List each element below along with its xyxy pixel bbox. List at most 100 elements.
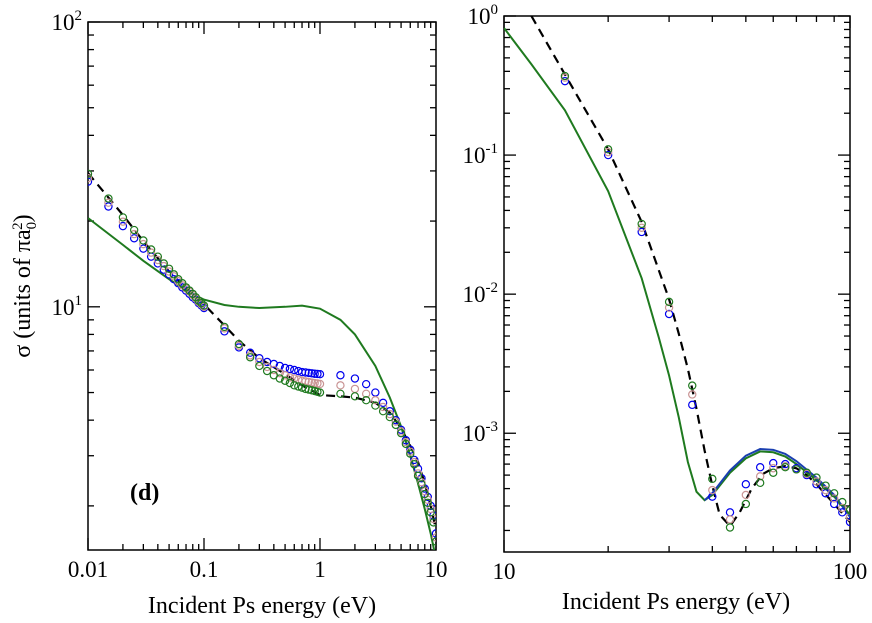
left-series-4-point [275,374,284,383]
right-series-3-point [603,150,613,160]
left-series-3-point [361,389,371,398]
left-series-4-point [280,376,290,385]
left-series-3-point [413,469,423,478]
left-series-3-point [164,267,174,276]
right-series-3-point [769,458,778,468]
left-series-4-point [118,213,128,222]
left-series-2-point [118,221,128,231]
right-series-3-point [741,480,751,489]
left-series-2-point [350,374,360,383]
left-series-4-point [417,480,426,489]
right-series-5-point [725,523,735,532]
left-series-4-point [294,382,303,391]
right-series-5-point [664,297,674,307]
left-series-2-point [307,369,317,378]
y-axis-title-subscript: 0 [24,222,40,230]
right-series-4-point [664,303,674,312]
left-series-2-point [285,364,295,374]
right-series-4-point [725,515,735,524]
left-series-4-point [423,498,433,508]
left-series-4-point [153,252,163,261]
left-series-4-point [164,264,174,273]
left-series-2-point [220,327,229,336]
left-series-4-point [396,428,406,438]
right-series-3-point [755,463,765,472]
left-x-tick-label: 0.01 [68,557,108,582]
left-axis-ticks [87,21,437,550]
right-series-0-dashed-line [530,16,850,528]
right-series-3-point [838,508,847,517]
right-series-4-point [637,223,646,232]
left-series-4-point [88,169,93,179]
right-series-5-point [708,474,717,484]
left-series-2-point [431,529,436,538]
right-series-5-point [688,381,697,390]
left-series-4-point [104,194,113,203]
right-series-5-point [741,499,751,509]
left-series-2-point [129,234,139,243]
left-series-0-dashed-line [88,172,436,530]
right-series-4-point [812,477,821,486]
right-y-tick-label: 10-3 [463,419,499,446]
left-x-axis-title: Incident Ps energy (eV) [148,593,376,619]
left-series-4-point [336,389,345,398]
right-series-5-point [802,468,811,477]
left-plot-frame [87,21,437,551]
left-series-3-point [255,357,264,367]
y-axis-title-close: ) [10,214,36,222]
right-series-group [504,16,850,532]
right-series-5-point [781,463,790,472]
left-series-4-point [220,322,229,332]
left-series-2-point [104,202,113,211]
left-series-4-point [406,449,415,458]
right-series-5-point [838,497,847,507]
left-tick-labels: 0.01 0.1 1 10 101 102 [52,8,448,582]
right-series-3-point [829,499,839,509]
left-series-3-point [371,396,380,405]
left-series-3-point [336,381,345,390]
y-axis-title-symbol: σ [10,345,36,358]
left-series-3-point [410,457,419,467]
right-series-5-point [792,465,801,474]
left-series-4-point [146,245,156,254]
right-panel: 10 100 10-3 10-2 10-1 100 Incident Ps energy … [463,2,868,615]
left-series-2-point [269,359,279,369]
right-series-4-point [755,472,765,481]
left-series-3-point [431,533,436,542]
left-series-1-solid-line [88,217,436,550]
right-series-5-point [637,219,646,229]
right-series-5-point [769,468,778,477]
y-axis-title-text: (units of πa [10,229,36,345]
left-series-4-point [285,378,295,388]
left-series-3-point [104,198,113,207]
left-series-3-point [118,217,128,226]
left-series-4-point [199,301,209,310]
left-series-4-point [262,366,272,376]
right-series-5-point [845,505,850,515]
left-series-4-point [245,353,255,362]
left-series-4-point [129,225,139,235]
right-series-5-point [755,478,765,488]
left-series-2-point [378,398,388,408]
left-series-4-point [361,396,371,405]
left-series-2-point [159,265,168,274]
right-axis-ticks [503,15,851,552]
left-series-3-point [262,362,272,372]
right-series-1-solid-line [504,27,850,516]
left-series-4-point [255,361,264,371]
left-series-3-point [378,402,388,412]
left-series-4-point [301,384,310,394]
left-y-tick-label: 102 [52,8,83,35]
left-series-2-point [164,270,174,279]
left-series-2-point [304,368,313,378]
left-series-2-point [371,388,380,397]
left-series-4-point [159,259,168,268]
right-series-3-point [637,227,646,237]
left-series-4-point [139,236,148,245]
left-series-3-point [88,173,93,183]
left-series-3-point [129,229,139,239]
left-series-2-point [336,371,345,380]
left-x-tick-label: 10 [425,557,448,582]
left-series-4-point [315,388,325,397]
